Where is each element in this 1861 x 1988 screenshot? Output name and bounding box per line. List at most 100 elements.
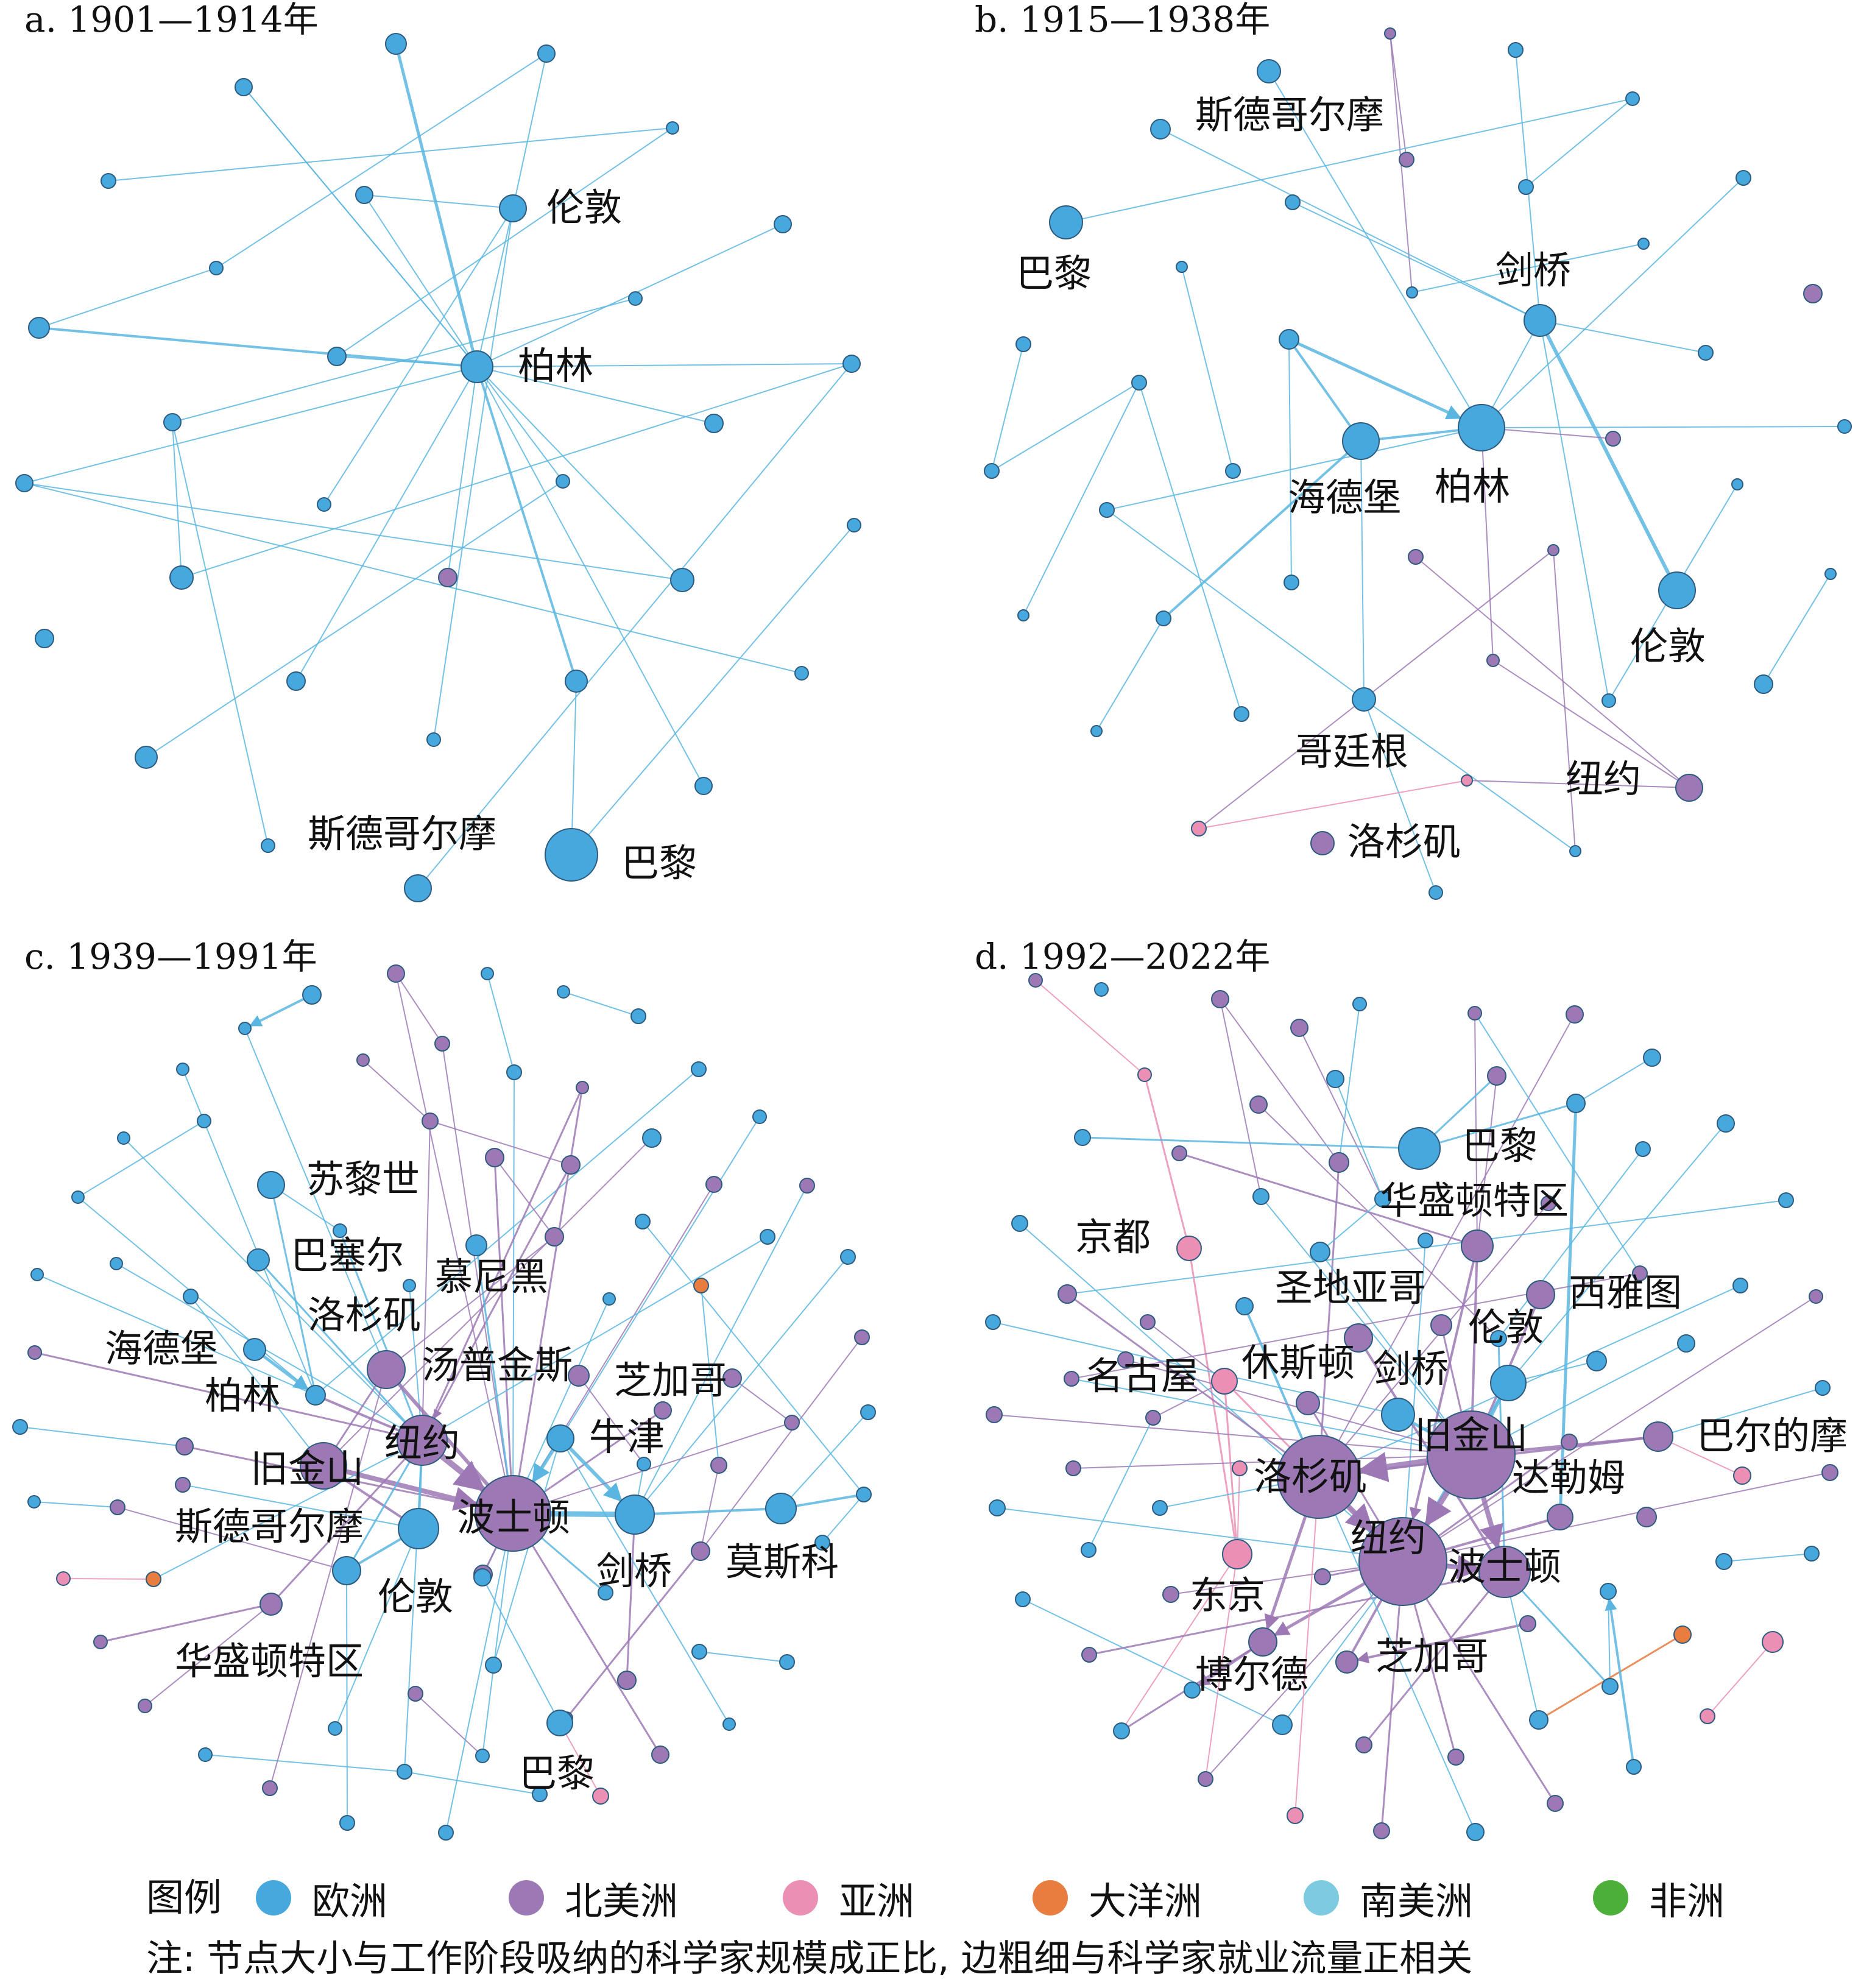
- panel-c-label-汤普金斯: 汤普金斯: [422, 1343, 573, 1387]
- panel-d-edge: [1519, 1129, 1722, 1370]
- panel-a-node-n26: [135, 746, 158, 769]
- panel-c-edge: [39, 1501, 111, 1508]
- panel-d-node-巴黎: [1398, 1127, 1441, 1170]
- panel-c-node: [635, 1214, 651, 1229]
- panel-c-node: [561, 1155, 581, 1175]
- panel-c-node: [691, 1644, 707, 1660]
- panel-c-edge: [548, 1424, 786, 1502]
- panel-c-edge: [339, 1144, 646, 1451]
- legend-item-asia: 亚洲: [783, 1873, 915, 1923]
- panel-b-node-纽约: [1675, 774, 1703, 802]
- panel-a-node-n12: [842, 355, 861, 373]
- panel-d-edge: [1001, 1415, 1428, 1452]
- panel-c-edge: [411, 1772, 534, 1794]
- panel-d-edge: [1265, 1202, 1444, 1422]
- panel-b-node-剑桥: [1524, 304, 1556, 337]
- panel-d-edge: [1357, 1452, 1431, 1482]
- panel-d-node: [1487, 1066, 1506, 1086]
- panel-d-node: [1566, 1005, 1584, 1024]
- panel-b-label-纽约: 纽约: [1566, 757, 1641, 801]
- panel-c-edge: [626, 1533, 635, 1672]
- panel-d-edge: [1670, 1442, 1736, 1473]
- panel-d-edge: [1224, 1393, 1237, 1541]
- panel-a-node-n10: [28, 317, 50, 339]
- legend-swatch-asia: [783, 1880, 818, 1915]
- panel-d-edge: [1513, 1437, 1645, 1452]
- panel-a-node-n16: [556, 474, 570, 489]
- panel-c-edge: [261, 1354, 309, 1391]
- panel-d-edge: [1509, 1346, 1679, 1435]
- legend-label-asia: 亚洲: [839, 1879, 915, 1923]
- panel-b-label-伦敦: 伦敦: [1630, 624, 1706, 668]
- panel-b-edge: [992, 350, 1023, 465]
- panel-d-label-纽约: 纽约: [1351, 1516, 1426, 1560]
- panel-c-edge: [702, 1472, 718, 1543]
- panel-c-edge: [323, 1398, 401, 1432]
- panel-d-label-京都: 京都: [1075, 1215, 1151, 1259]
- panel-c-node-波士顿: [475, 1475, 551, 1552]
- panel-b-edge: [1081, 99, 1627, 220]
- panel-d-node-洛杉矶: [1277, 1435, 1361, 1519]
- panel-c-node: [138, 1699, 152, 1713]
- panel-a-node-n9: [628, 291, 643, 306]
- panel-b-node: [1754, 674, 1773, 694]
- panel-c-node: [752, 1109, 767, 1124]
- panel-d-node: [1715, 1553, 1732, 1570]
- panel-c-node: [642, 1128, 662, 1148]
- panel-c-node-斯德哥尔摩: [398, 1508, 439, 1549]
- panel-c-edge: [400, 980, 439, 1038]
- panel-c-node: [339, 1815, 355, 1831]
- panel-b-edge: [1360, 458, 1365, 689]
- panel-b-node: [1285, 194, 1301, 210]
- panel-c-edge: [486, 1584, 555, 1713]
- panel-c-node: [12, 1419, 28, 1435]
- legend-label-south-america: 南美洲: [1360, 1879, 1474, 1923]
- panel-d-node: [1184, 1682, 1201, 1699]
- legend: 图例 欧洲 北美洲 亚洲 大洋洲 南美洲 非洲: [146, 1873, 1852, 1923]
- panel-c-edge: [357, 1537, 403, 1565]
- panel-a-node-n11: [327, 347, 347, 366]
- panel-c-node: [654, 1401, 672, 1420]
- panel-a-edge: [192, 366, 844, 575]
- panel-a-node-n25: [794, 666, 809, 681]
- panel-d-node: [1600, 1583, 1617, 1600]
- panel-d-node-波士顿: [1478, 1546, 1531, 1598]
- panel-a-edge: [345, 356, 462, 367]
- panel-d-node-西雅图: [1526, 1280, 1555, 1309]
- panel-d-edge: [1478, 1084, 1497, 1231]
- panel-d-node: [986, 1406, 1003, 1423]
- legend-title: 图例: [146, 1875, 222, 1920]
- panel-b-edge: [1542, 335, 1609, 695]
- panel-c-node-苏黎世: [257, 1171, 285, 1199]
- panel-c-node: [637, 1457, 651, 1471]
- panel-d-node: [1058, 1284, 1077, 1304]
- panel-c-label-巴塞尔: 巴塞尔: [291, 1233, 404, 1278]
- panel-a-edge: [300, 380, 470, 674]
- panel-b-edge: [1555, 322, 1700, 352]
- panel-d-node: [1418, 1233, 1433, 1248]
- panel-d-node: [1211, 990, 1229, 1008]
- panel-a-edge: [484, 380, 701, 779]
- panel-d-node: [1677, 1334, 1695, 1353]
- panel-d-node: [1804, 1546, 1820, 1562]
- panel-c-node-汤普金斯: [367, 1350, 406, 1389]
- panel-a-node-n1: [385, 33, 407, 55]
- panel-a-edge: [492, 370, 706, 422]
- panel-b-node: [1428, 885, 1443, 900]
- panel-b-node: [1605, 431, 1621, 447]
- panel-d-node: [1717, 1114, 1735, 1133]
- panel-d-edge: [1672, 1389, 1817, 1434]
- panel-a-node-n8: [209, 261, 224, 275]
- panel-b-node: [1284, 575, 1299, 590]
- panel-a-node-n17: [317, 497, 331, 512]
- panel-c-edge: [637, 1470, 644, 1496]
- panel-d-node-休斯顿: [1344, 1323, 1373, 1353]
- panel-c-edge: [567, 1449, 727, 1720]
- panel-c-edge: [26, 1427, 177, 1446]
- panel-a-node-n19: [169, 565, 194, 590]
- panel-d-label-西雅图: 西雅图: [1569, 1270, 1682, 1315]
